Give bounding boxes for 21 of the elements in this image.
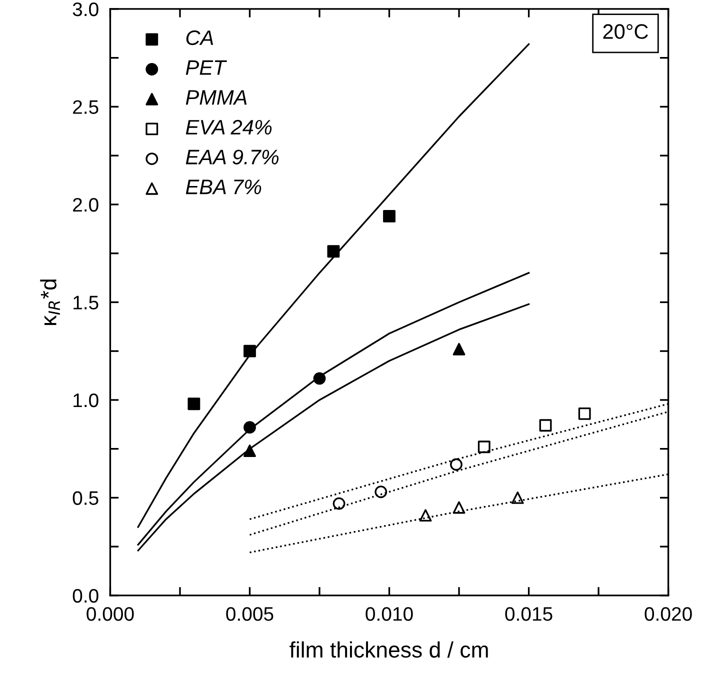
x-tick-label: 0.005: [226, 607, 274, 621]
x-tick-label: 0.000: [86, 607, 134, 621]
legend-label: PMMA: [186, 90, 247, 105]
y-tick-label: 2.0: [73, 198, 98, 212]
legend-label: EAA 9.7%: [186, 150, 278, 164]
y-axis-title: κ$_{IR}$*d: [40, 280, 60, 325]
x-tick-label: 0.015: [505, 607, 552, 621]
x-axis-title: film thickness d / cm: [290, 641, 488, 658]
legend-label: EVA 24%: [186, 120, 272, 135]
legend-label: CA: [186, 30, 214, 46]
y-tick-label: 0.5: [72, 491, 98, 505]
x-tick-label: 0.020: [644, 607, 692, 621]
y-tick-label: 1.5: [74, 296, 98, 310]
legend-label: PET: [186, 60, 227, 75]
y-tick-label: 2.5: [73, 100, 98, 114]
legend-label: EBA 7%: [186, 180, 262, 194]
annotation: 20°C: [603, 24, 648, 39]
y-tick-label: 1.0: [74, 393, 98, 408]
y-tick-label: 3.0: [72, 2, 98, 16]
y-tick-label: 0.0: [72, 588, 98, 603]
x-tick-label: 0.010: [366, 607, 413, 621]
